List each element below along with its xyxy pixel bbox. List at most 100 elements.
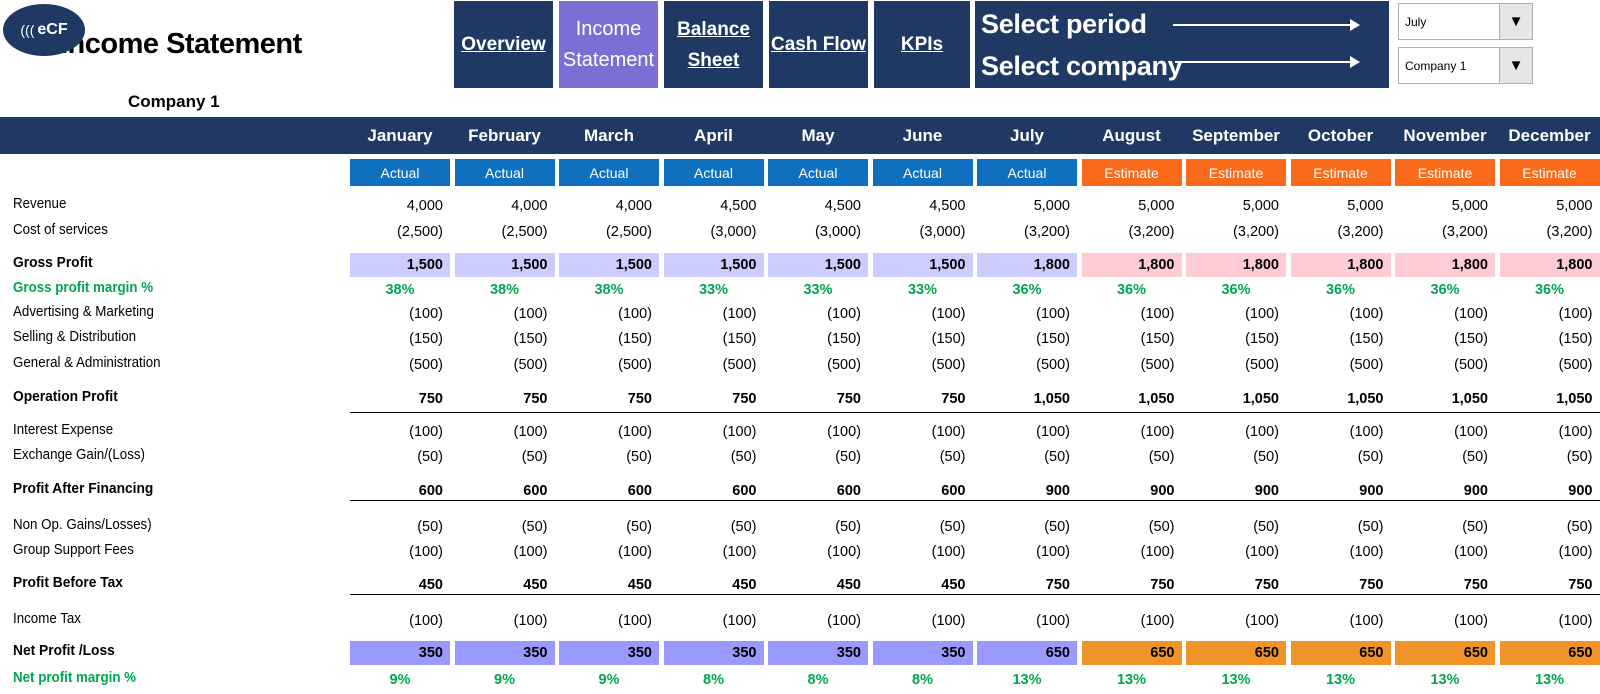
- table-cell: 9%: [494, 672, 515, 688]
- table-cell: 900: [1254, 483, 1279, 499]
- table-cell: (100): [618, 544, 652, 560]
- table-cell: (50): [417, 519, 443, 535]
- table-cell: (100): [618, 306, 652, 322]
- table-cell: (100): [1558, 613, 1593, 629]
- nav-cash-flow-button[interactable]: Cash Flow: [769, 1, 868, 88]
- table-cell: (100): [618, 424, 652, 440]
- table-cell: (100): [1558, 424, 1593, 440]
- actual-badge: Actual: [350, 159, 450, 186]
- table-cell: 750: [1150, 577, 1175, 593]
- table-cell: 5,000: [1138, 198, 1175, 214]
- chevron-down-icon[interactable]: ▼: [1499, 48, 1532, 83]
- estimate-badge: Estimate: [1186, 159, 1286, 186]
- table-cell: 13%: [1430, 672, 1460, 688]
- period-dropdown[interactable]: July ▼: [1398, 3, 1533, 40]
- month-header-april: April: [694, 125, 733, 145]
- company-label: Company 1: [128, 92, 220, 111]
- table-cell: 8%: [703, 672, 724, 688]
- table-cell: 650: [1395, 641, 1495, 665]
- nav-balance-sheet-button[interactable]: Balance Sheet: [664, 1, 763, 88]
- row-label: Group Support Fees: [13, 542, 134, 558]
- table-cell: (100): [1454, 424, 1488, 440]
- table-cell: (100): [1140, 306, 1175, 322]
- chevron-down-icon[interactable]: ▼: [1499, 4, 1532, 39]
- table-cell: (50): [1566, 449, 1593, 465]
- table-cell: (100): [1245, 306, 1279, 322]
- table-cell: (100): [827, 544, 861, 560]
- table-cell: 1,800: [977, 253, 1077, 277]
- table-cell: 750: [1045, 577, 1070, 593]
- table-cell: 36%: [1012, 282, 1042, 298]
- table-cell: (50): [939, 449, 966, 465]
- table-cell: (500): [931, 357, 966, 373]
- table-cell: 350: [559, 641, 659, 665]
- table-cell: 5,000: [1556, 198, 1593, 214]
- table-cell: (100): [722, 424, 757, 440]
- table-cell: (100): [513, 544, 548, 560]
- table-cell: 900: [1150, 483, 1175, 499]
- table-cell: (100): [409, 306, 443, 322]
- table-cell: (150): [1036, 331, 1070, 347]
- table-cell: 650: [1290, 641, 1391, 665]
- company-dropdown[interactable]: Company 1 ▼: [1398, 47, 1533, 84]
- table-cell: 450: [941, 577, 966, 593]
- page-title: Income Statement: [60, 28, 302, 60]
- table-cell: 33%: [907, 282, 938, 298]
- table-cell: (3,200): [1337, 224, 1384, 240]
- table-cell: 1,050: [1556, 391, 1593, 407]
- table-cell: 450: [836, 577, 861, 593]
- table-cell: (50): [1462, 449, 1488, 465]
- table-cell: (150): [827, 331, 861, 347]
- table-cell: 36%: [1534, 282, 1565, 298]
- table-cell: 1,050: [1033, 391, 1070, 407]
- table-cell: (150): [513, 331, 548, 347]
- table-cell: 9%: [389, 672, 411, 688]
- table-cell: (150): [1245, 331, 1279, 347]
- table-cell: (150): [1558, 331, 1593, 347]
- table-cell: (2,500): [606, 224, 652, 240]
- table-cell: 650: [1499, 641, 1600, 665]
- table-cell: (500): [1558, 357, 1593, 373]
- table-cell: (500): [1036, 357, 1070, 373]
- table-cell: (100): [931, 544, 966, 560]
- table-cell: (100): [1036, 424, 1070, 440]
- table-cell: 900: [1359, 483, 1384, 499]
- table-cell: (150): [1454, 331, 1488, 347]
- table-cell: (100): [827, 424, 861, 440]
- table-cell: (3,200): [1442, 224, 1488, 240]
- table-cell: 1,500: [768, 253, 868, 277]
- table-cell: (100): [931, 424, 966, 440]
- table-cell: 4,000: [511, 198, 548, 214]
- table-cell: 33%: [803, 282, 833, 298]
- actual-badge: Actual: [663, 159, 764, 186]
- table-cell: 1,050: [1242, 391, 1279, 407]
- table-cell: (100): [1558, 544, 1593, 560]
- table-cell: 350: [872, 641, 973, 665]
- month-header-june: June: [902, 125, 943, 145]
- table-cell: 1,800: [1290, 253, 1391, 277]
- row-label: Gross profit margin %: [13, 280, 154, 296]
- table-cell: (100): [409, 613, 443, 629]
- table-cell: 36%: [1116, 282, 1147, 298]
- nav-overview-button[interactable]: Overview: [454, 1, 553, 88]
- table-cell: 1,800: [1499, 253, 1600, 277]
- table-cell: 350: [454, 641, 555, 665]
- month-header-january: January: [367, 125, 433, 145]
- table-cell: 1,050: [1138, 391, 1175, 407]
- table-cell: 1,050: [1451, 391, 1488, 407]
- row-label: Net profit margin %: [13, 670, 137, 686]
- table-cell: (100): [1454, 544, 1488, 560]
- table-cell: 650: [1081, 641, 1182, 665]
- table-cell: 1,500: [350, 253, 450, 277]
- subtotal-rule: [350, 500, 1600, 501]
- table-cell: 8%: [912, 672, 933, 688]
- table-cell: (100): [1349, 613, 1384, 629]
- table-cell: (100): [1349, 544, 1384, 560]
- table-cell: 750: [627, 391, 652, 407]
- table-cell: (3,200): [1546, 224, 1593, 240]
- nav-kpis-button[interactable]: KPIs: [874, 1, 970, 88]
- nav-income-statement-button[interactable]: Income Statement: [559, 1, 658, 88]
- table-cell: (100): [1245, 613, 1279, 629]
- table-cell: 13%: [1116, 672, 1147, 688]
- table-cell: (50): [730, 449, 757, 465]
